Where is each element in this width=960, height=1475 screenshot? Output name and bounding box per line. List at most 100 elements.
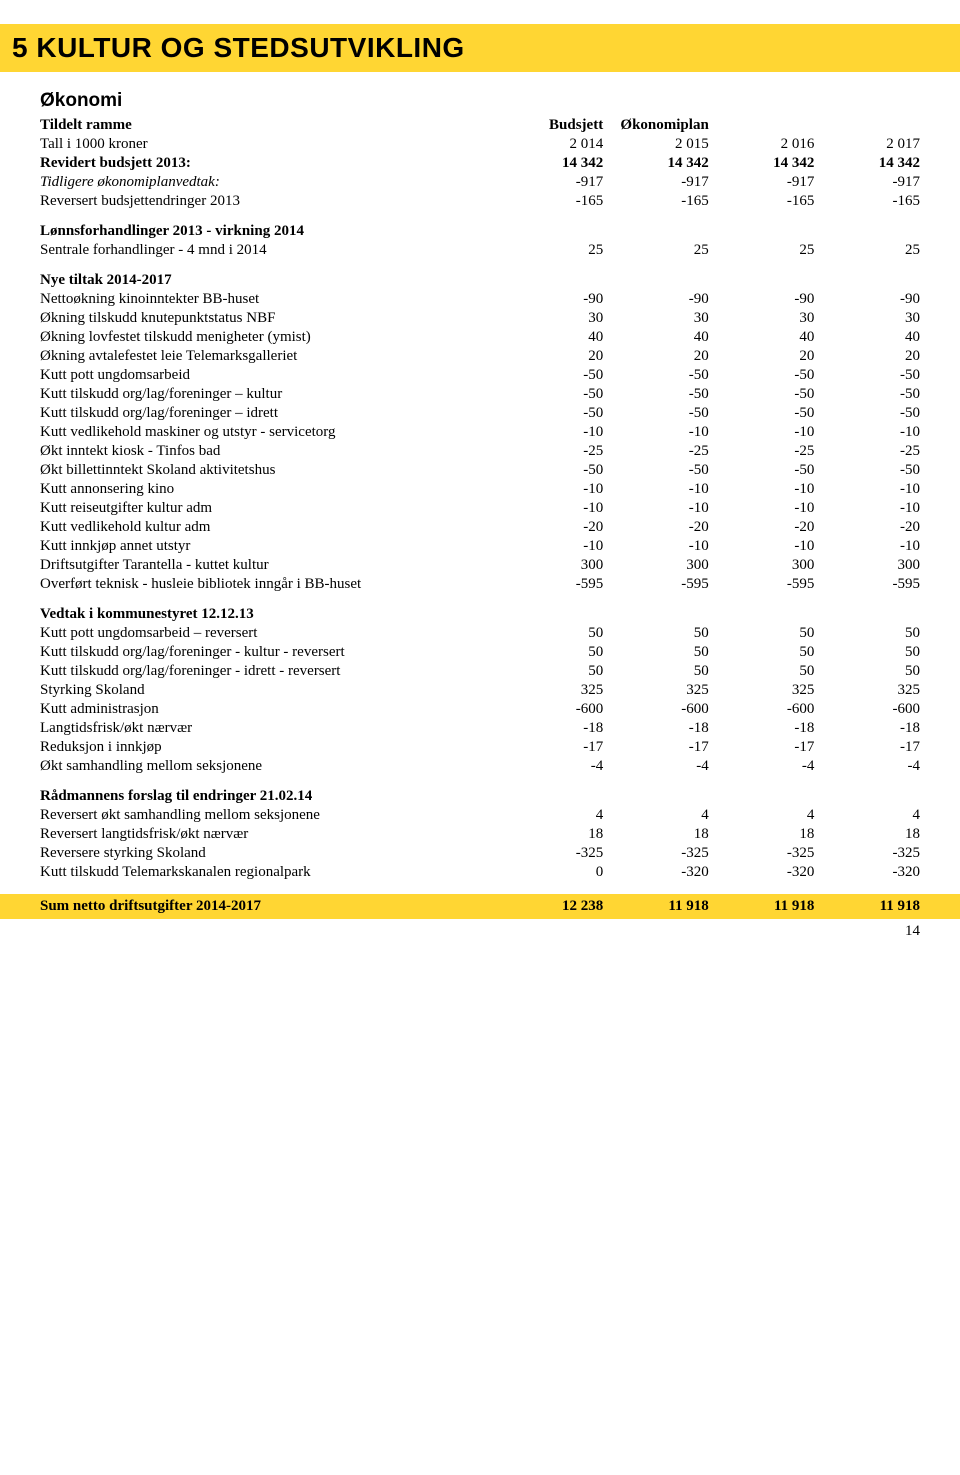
table-row: Økning lovfestet tilskudd menigheter (ym… xyxy=(40,328,920,347)
section-nye-heading: Nye tiltak 2014-2017 xyxy=(40,260,920,290)
row-label: Langtidsfrisk/økt nærvær xyxy=(40,719,498,738)
row-label: Kutt pott ungdomsarbeid xyxy=(40,366,498,385)
table-header-top: Tildelt ramme Budsjett Økonomiplan xyxy=(40,116,920,135)
row-value: 50 xyxy=(603,643,709,662)
row-label: Kutt tilskudd org/lag/foreninger - kultu… xyxy=(40,643,498,662)
section-nye: Nye tiltak 2014-2017 xyxy=(40,260,920,290)
row-value: 30 xyxy=(814,309,920,328)
year-2017: 2 017 xyxy=(814,135,920,154)
row-value: -10 xyxy=(498,499,604,518)
page-number: 14 xyxy=(40,923,920,940)
row-value: -10 xyxy=(814,499,920,518)
row-value: -917 xyxy=(498,173,604,192)
table-row: Tidligere økonomiplanvedtak:-917-917-917… xyxy=(40,173,920,192)
table-row: Reversert langtidsfrisk/økt nærvær181818… xyxy=(40,825,920,844)
row-value: 30 xyxy=(498,309,604,328)
table-row: Kutt tilskudd org/lag/foreninger – idret… xyxy=(40,404,920,423)
row-label: Økning tilskudd knutepunktstatus NBF xyxy=(40,309,498,328)
row-value: 40 xyxy=(498,328,604,347)
row-value: 18 xyxy=(709,825,815,844)
page-title: 5 KULTUR OG STEDSUTVIKLING xyxy=(12,32,948,64)
footer-c0: 12 238 xyxy=(498,898,604,915)
row-value: -165 xyxy=(814,192,920,211)
row-value: -50 xyxy=(498,385,604,404)
table-row: Driftsutgifter Tarantella - kuttet kultu… xyxy=(40,556,920,575)
row-value: -595 xyxy=(498,575,604,594)
footer-label: Sum netto driftsutgifter 2014-2017 xyxy=(40,898,498,915)
row-value: -50 xyxy=(603,461,709,480)
row-value: -320 xyxy=(814,863,920,882)
table-row: Sentrale forhandlinger - 4 mnd i 2014252… xyxy=(40,241,920,260)
row-label: Styrking Skoland xyxy=(40,681,498,700)
row-value: -17 xyxy=(603,738,709,757)
row-value: -325 xyxy=(603,844,709,863)
row-value: -165 xyxy=(603,192,709,211)
row-label: Revidert budsjett 2013: xyxy=(40,154,498,173)
row-label: Reversere styrking Skoland xyxy=(40,844,498,863)
table-row: Reversert budsjettendringer 2013-165-165… xyxy=(40,192,920,211)
row-value: -17 xyxy=(814,738,920,757)
row-label: Reversert budsjettendringer 2013 xyxy=(40,192,498,211)
row-value: -165 xyxy=(709,192,815,211)
row-value: 50 xyxy=(709,624,815,643)
table-row: Økt inntekt kiosk - Tinfos bad-25-25-25-… xyxy=(40,442,920,461)
row-label: Nettoøkning kinoinntekter BB-huset xyxy=(40,290,498,309)
row-label: Økt samhandling mellom seksjonene xyxy=(40,757,498,776)
footer-c2: 11 918 xyxy=(709,898,815,915)
row-value: -320 xyxy=(709,863,815,882)
row-value: 30 xyxy=(603,309,709,328)
row-value: -10 xyxy=(603,537,709,556)
table-row: Kutt tilskudd org/lag/foreninger - idret… xyxy=(40,662,920,681)
year-2016: 2 016 xyxy=(709,135,815,154)
row-value: -90 xyxy=(498,290,604,309)
header-tildelt: Tildelt ramme xyxy=(40,116,498,135)
row-value: 300 xyxy=(498,556,604,575)
row-label: Reversert langtidsfrisk/økt nærvær xyxy=(40,825,498,844)
table-row: Kutt administrasjon-600-600-600-600 xyxy=(40,700,920,719)
row-value: 325 xyxy=(498,681,604,700)
table-row: Kutt vedlikehold kultur adm-20-20-20-20 xyxy=(40,518,920,537)
row-value: -25 xyxy=(603,442,709,461)
row-value: -90 xyxy=(709,290,815,309)
row-value: -917 xyxy=(709,173,815,192)
row-value: 325 xyxy=(814,681,920,700)
section-vedtak-heading: Vedtak i kommunestyret 12.12.13 xyxy=(40,594,920,624)
row-value: -90 xyxy=(814,290,920,309)
row-value: -50 xyxy=(498,404,604,423)
row-value: 40 xyxy=(603,328,709,347)
row-value: 50 xyxy=(814,662,920,681)
row-value: -10 xyxy=(498,537,604,556)
row-value: -20 xyxy=(498,518,604,537)
table-row: Kutt tilskudd org/lag/foreninger - kultu… xyxy=(40,643,920,662)
row-value: -50 xyxy=(814,366,920,385)
section-radmann: Rådmannens forslag til endringer 21.02.1… xyxy=(40,776,920,806)
row-value: 18 xyxy=(603,825,709,844)
row-value: 4 xyxy=(814,806,920,825)
row-label: Kutt tilskudd org/lag/foreninger – kultu… xyxy=(40,385,498,404)
section-heading: Økonomi xyxy=(40,90,920,112)
year-2015: 2 015 xyxy=(603,135,709,154)
table-row: Kutt pott ungdomsarbeid – reversert50505… xyxy=(40,624,920,643)
row-value: 50 xyxy=(603,662,709,681)
row-value: -325 xyxy=(709,844,815,863)
row-value: -25 xyxy=(498,442,604,461)
row-value: -18 xyxy=(814,719,920,738)
row-value: 40 xyxy=(709,328,815,347)
row-value: -4 xyxy=(603,757,709,776)
row-value: -600 xyxy=(603,700,709,719)
row-value: 18 xyxy=(498,825,604,844)
row-label: Kutt pott ungdomsarbeid – reversert xyxy=(40,624,498,643)
section-vedtak: Vedtak i kommunestyret 12.12.13 xyxy=(40,594,920,624)
row-label: Kutt vedlikehold maskiner og utstyr - se… xyxy=(40,423,498,442)
table-year-row: Tall i 1000 kroner 2 014 2 015 2 016 2 0… xyxy=(40,135,920,154)
row-label: Kutt reiseutgifter kultur adm xyxy=(40,499,498,518)
row-value: -595 xyxy=(603,575,709,594)
row-value: -4 xyxy=(814,757,920,776)
budget-table: Tildelt ramme Budsjett Økonomiplan Tall … xyxy=(40,116,920,882)
row-label: Reversert økt samhandling mellom seksjon… xyxy=(40,806,498,825)
section-radmann-heading: Rådmannens forslag til endringer 21.02.1… xyxy=(40,776,920,806)
row-value: 4 xyxy=(709,806,815,825)
row-value: 325 xyxy=(603,681,709,700)
row-value: 20 xyxy=(814,347,920,366)
table-row: Nettoøkning kinoinntekter BB-huset-90-90… xyxy=(40,290,920,309)
